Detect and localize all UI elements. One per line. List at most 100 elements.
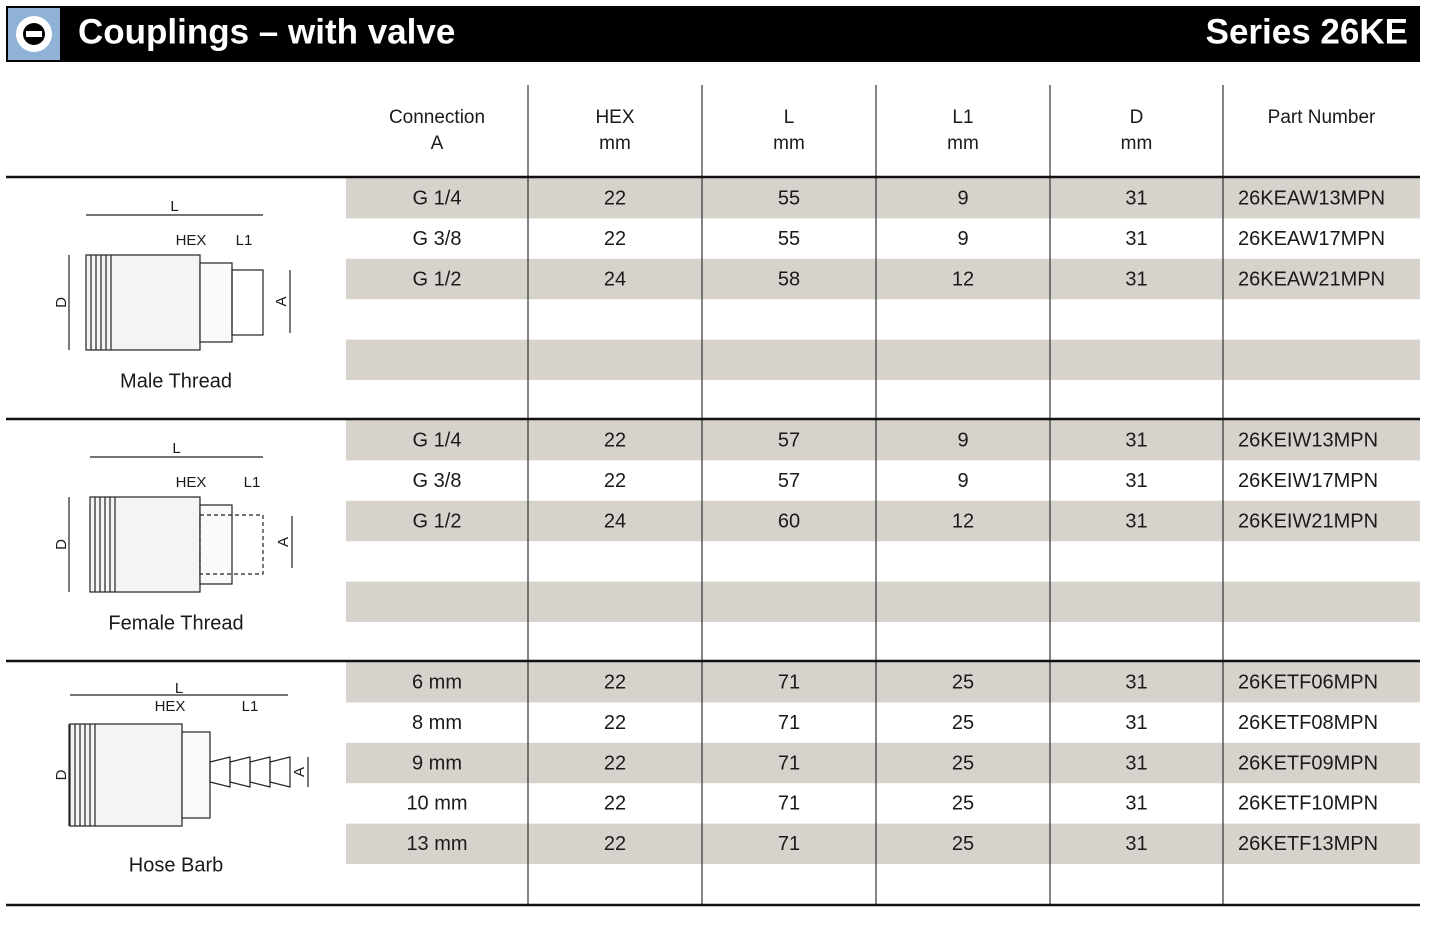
hex (199, 504, 233, 585)
cell: 24 (604, 510, 626, 532)
cell: G 1/4 (413, 187, 462, 209)
cell: 22 (604, 752, 626, 774)
barb (229, 756, 251, 788)
column-header: mm (599, 133, 631, 154)
cell: 25 (952, 671, 974, 693)
header-bar (6, 6, 1420, 62)
cell: 31 (1125, 671, 1147, 693)
dim-label: L1 (244, 474, 261, 491)
dim-label: HEX (176, 232, 207, 249)
dim-label: L (175, 680, 183, 697)
cell: 31 (1125, 228, 1147, 250)
cell: 31 (1125, 470, 1147, 492)
column-header: mm (947, 133, 979, 154)
row-shade (346, 742, 1420, 784)
cell: 9 (957, 470, 968, 492)
cell: 71 (778, 712, 800, 734)
cell: 31 (1125, 268, 1147, 290)
cell: 31 (1125, 510, 1147, 532)
cell: 26KEIW13MPN (1238, 429, 1378, 451)
cell: 8 mm (412, 712, 462, 734)
column-header: L1 (952, 107, 973, 128)
cell: 26KETF09MPN (1238, 752, 1378, 774)
cell: 26KEAW17MPN (1238, 228, 1385, 250)
cell: 71 (778, 833, 800, 855)
cell: 25 (952, 752, 974, 774)
cell: 31 (1125, 187, 1147, 209)
caption: Hose Barb (129, 854, 224, 876)
cell: G 3/8 (413, 228, 462, 250)
cell: 10 mm (406, 793, 467, 815)
cell: 26KETF08MPN (1238, 712, 1378, 734)
dim-label: L (172, 440, 180, 457)
column-header: D (1130, 107, 1144, 128)
cell: 22 (604, 671, 626, 693)
cell: 22 (604, 833, 626, 855)
cell: 26KEIW17MPN (1238, 470, 1378, 492)
column-header: A (431, 133, 444, 154)
thread (199, 514, 264, 575)
dim-label: A (273, 296, 290, 306)
caption: Female Thread (108, 612, 243, 634)
column-header: mm (1121, 133, 1153, 154)
row-shade (346, 420, 1420, 461)
cell: 6 mm (412, 671, 462, 693)
row-shade (346, 339, 1420, 380)
cell: 71 (778, 793, 800, 815)
cell: 71 (778, 752, 800, 774)
cell: 25 (952, 712, 974, 734)
column-header: Connection (389, 107, 485, 128)
cell: 26KEIW21MPN (1238, 510, 1378, 532)
cell: 9 (957, 429, 968, 451)
cell: 58 (778, 268, 800, 290)
row-shade (346, 500, 1420, 542)
dim-label: HEX (155, 698, 186, 715)
cell: 57 (778, 429, 800, 451)
cell: G 1/4 (413, 429, 462, 451)
cell: 22 (604, 712, 626, 734)
cell: 55 (778, 187, 800, 209)
column-header: HEX (595, 107, 634, 128)
cell: 13 mm (406, 833, 467, 855)
cell: 26KETF13MPN (1238, 833, 1378, 855)
cell: 25 (952, 793, 974, 815)
cell: 31 (1125, 752, 1147, 774)
dim-label: L1 (236, 232, 253, 249)
row-shade (346, 662, 1420, 703)
dim-label: D (53, 769, 70, 780)
cell: 60 (778, 510, 800, 532)
dim-label: A (275, 537, 292, 547)
cell: 22 (604, 429, 626, 451)
sleeve (69, 723, 183, 827)
cell: 22 (604, 793, 626, 815)
cell: 9 (957, 187, 968, 209)
column-header: Part Number (1268, 107, 1376, 128)
dim-label: D (53, 539, 70, 550)
cell: 31 (1125, 429, 1147, 451)
cell: 24 (604, 268, 626, 290)
dim-label: L1 (242, 698, 259, 715)
logo-bar (26, 31, 42, 37)
hex (181, 731, 211, 819)
cell: G 1/2 (413, 268, 462, 290)
cell: 71 (778, 671, 800, 693)
drawing: L HEX L1 D A Female Thread (53, 440, 293, 634)
sleeve (89, 496, 201, 593)
cell: 25 (952, 833, 974, 855)
column-header: mm (773, 133, 805, 154)
cell: 26KETF06MPN (1238, 671, 1378, 693)
dim-label: A (291, 767, 308, 777)
cell: 12 (952, 268, 974, 290)
hex (199, 262, 233, 343)
barb (209, 756, 231, 788)
title: Couplings – with valve (78, 12, 455, 51)
cell: G 1/2 (413, 510, 462, 532)
dim-label: D (53, 297, 70, 308)
cell: 9 (957, 228, 968, 250)
caption: Male Thread (120, 370, 232, 392)
sleeve (85, 254, 201, 351)
barb (269, 756, 291, 788)
cell: 31 (1125, 793, 1147, 815)
